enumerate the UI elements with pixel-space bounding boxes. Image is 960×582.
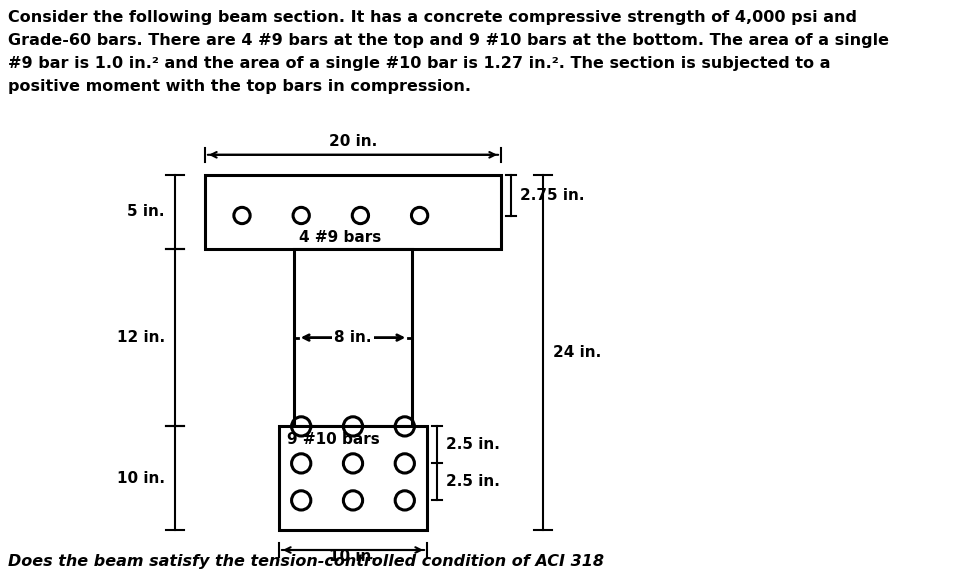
Text: 2.75 in.: 2.75 in. — [520, 187, 585, 203]
Text: 2.5 in.: 2.5 in. — [446, 474, 500, 489]
Text: 5 in.: 5 in. — [128, 204, 165, 219]
Text: 10 in.: 10 in. — [117, 471, 165, 486]
Bar — [294, 249, 412, 427]
Text: Does the beam satisfy the tension-controlled condition of ACI 318: Does the beam satisfy the tension-contro… — [8, 554, 604, 569]
Text: 8 in.: 8 in. — [334, 330, 372, 345]
Text: 9 #10 bars: 9 #10 bars — [287, 432, 380, 448]
Text: 12 in.: 12 in. — [117, 330, 165, 345]
Text: 2.5 in.: 2.5 in. — [446, 438, 500, 452]
Text: 24 in.: 24 in. — [553, 345, 601, 360]
Text: 20 in.: 20 in. — [329, 134, 377, 149]
Text: 4 #9 bars: 4 #9 bars — [299, 230, 381, 245]
Text: 10 in.: 10 in. — [329, 549, 377, 564]
Text: Grade-60 bars. There are 4 #9 bars at the top and 9 #10 bars at the bottom. The : Grade-60 bars. There are 4 #9 bars at th… — [8, 33, 889, 48]
Text: Consider the following beam section. It has a concrete compressive strength of 4: Consider the following beam section. It … — [8, 10, 857, 25]
Bar — [205, 175, 501, 249]
Text: #9 bar is 1.0 in.² and the area of a single #10 bar is 1.27 in.². The section is: #9 bar is 1.0 in.² and the area of a sin… — [8, 56, 830, 71]
Bar — [279, 427, 427, 530]
Text: positive moment with the top bars in compression.: positive moment with the top bars in com… — [8, 79, 471, 94]
